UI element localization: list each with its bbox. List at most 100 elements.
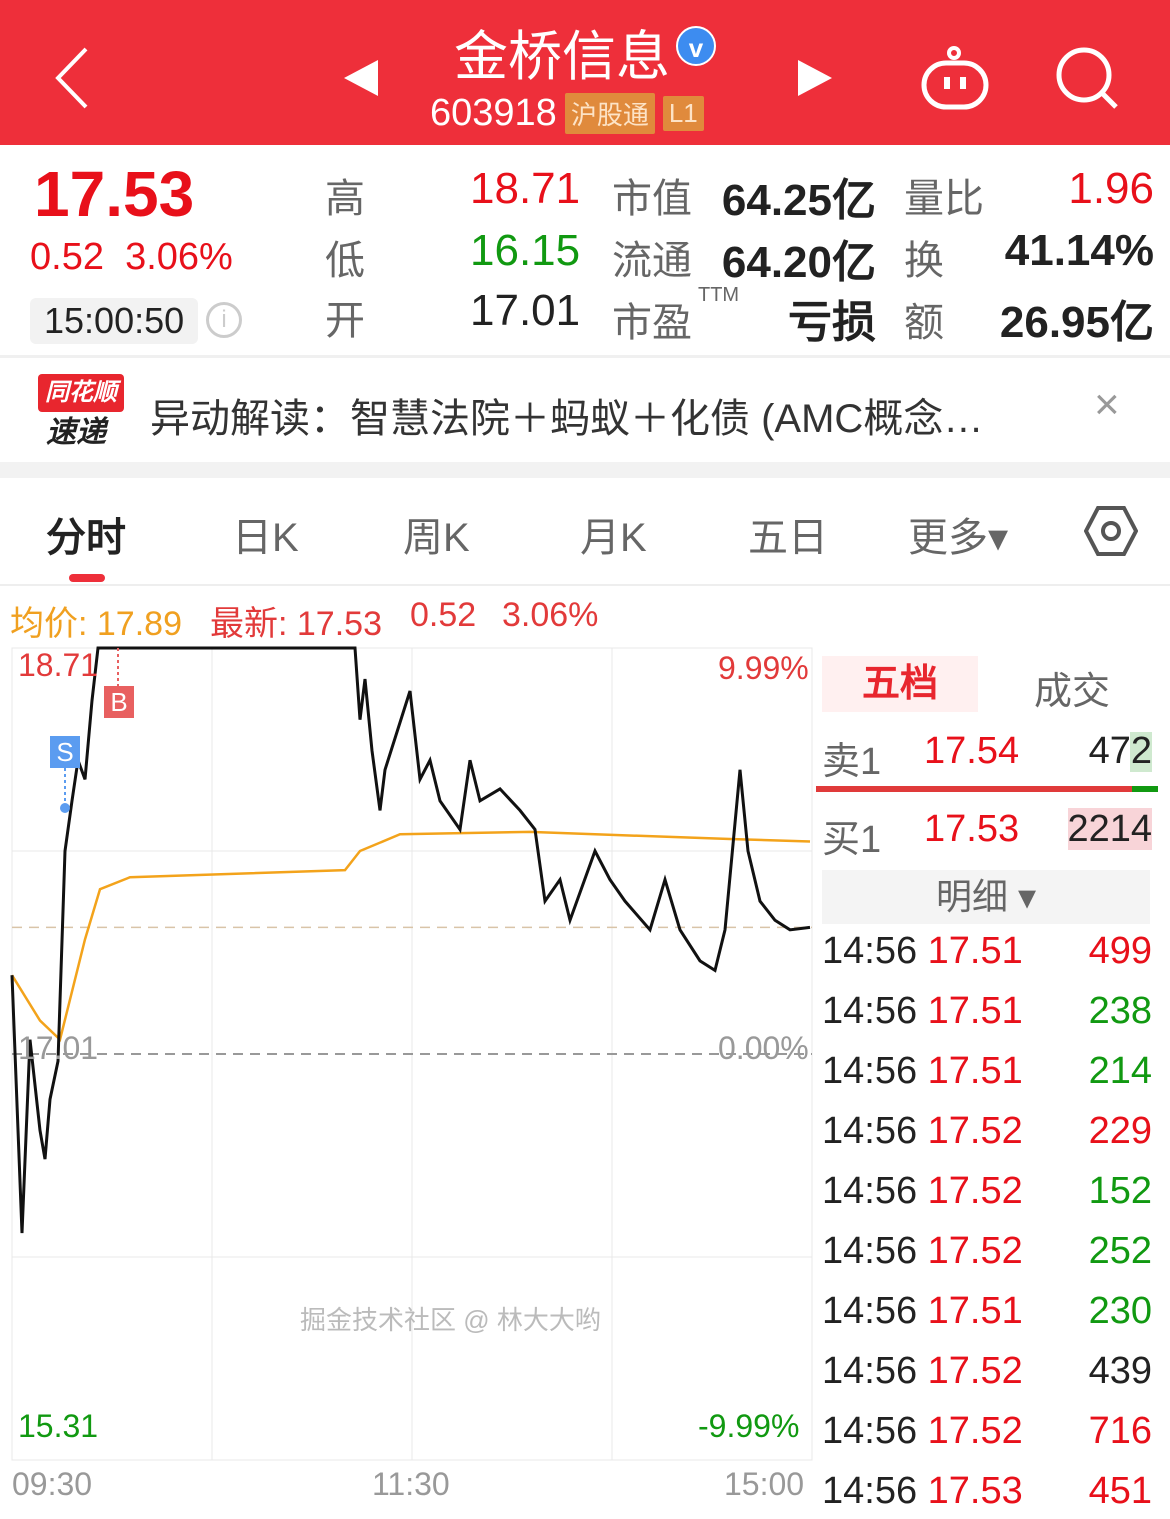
x-tick-1130: 11:30 — [372, 1466, 450, 1502]
label-amount: 额 — [904, 301, 944, 345]
tag-hgt: 沪股通 — [564, 93, 655, 134]
trade-tick-row: 14:56 17.51 499 — [822, 930, 1152, 973]
label-low: 低 — [325, 239, 365, 283]
close-icon[interactable]: × — [1094, 380, 1120, 429]
hexagon-settings-icon[interactable] — [1084, 504, 1138, 558]
trade-tick-row: 14:56 17.51 214 — [822, 1050, 1152, 1093]
label-market-cap: 市值 — [612, 177, 692, 221]
label-pe: 市盈 — [612, 301, 692, 345]
label-open: 开 — [325, 299, 365, 343]
tab-monthly-k[interactable]: 月K — [580, 516, 647, 560]
trade-tick-row: 14:56 17.52 229 — [822, 1110, 1152, 1153]
avg-price-label: 均价: 17.89 — [10, 605, 182, 643]
tick-price: 17.51 — [927, 1290, 1023, 1332]
value-volume-ratio: 1.96 — [1068, 164, 1154, 213]
tab-five-levels[interactable]: 五档 — [822, 656, 978, 712]
watermark: 掘金技术社区 @ 林大大哟 — [300, 1305, 601, 1335]
chevron-left-icon[interactable] — [50, 45, 94, 111]
sell-marker[interactable]: S — [50, 736, 80, 768]
tick-price: 17.52 — [927, 1110, 1023, 1152]
value-high: 18.71 — [470, 164, 581, 213]
stock-code: 603918 — [430, 92, 557, 134]
tick-volume: 252 — [1088, 1230, 1152, 1272]
y-label-mid: 17.01 — [18, 1030, 99, 1066]
tab-five-day[interactable]: 五日 — [748, 516, 828, 560]
info-icon[interactable]: i — [206, 302, 242, 338]
news-logo-bottom: 速递 — [46, 416, 106, 449]
sell1-volume: 472 — [1088, 730, 1152, 772]
value-open: 17.01 — [470, 286, 581, 335]
trade-tick-row: 14:56 17.51 230 — [822, 1290, 1152, 1333]
tick-volume: 451 — [1088, 1470, 1152, 1512]
tick-time: 14:56 — [822, 1290, 918, 1332]
tick-volume: 229 — [1088, 1110, 1152, 1152]
trade-tick-row: 14:56 17.52 439 — [822, 1350, 1152, 1393]
sell1-label: 卖1 — [822, 741, 882, 783]
change-pct: 3.06% — [125, 236, 233, 278]
tick-time: 14:56 — [822, 1050, 918, 1092]
price-change: 0.52 3.06% — [30, 236, 233, 279]
trade-tick-row: 14:56 17.51 238 — [822, 990, 1152, 1033]
tick-volume: 238 — [1088, 990, 1152, 1032]
tick-volume: 214 — [1088, 1050, 1152, 1092]
sell1-volume-bar — [1130, 732, 1152, 772]
stock-code-row: 603918 沪股通 L1 — [430, 92, 704, 135]
trade-tick-row: 14:56 17.52 152 — [822, 1170, 1152, 1213]
tick-price: 17.52 — [927, 1230, 1023, 1272]
quote-time: 15:00:50 — [30, 298, 199, 344]
triangle-left-icon[interactable] — [342, 58, 380, 98]
news-text[interactable]: 异动解读：智慧法院＋蚂蚁＋化债 (AMC概念… — [150, 397, 984, 441]
news-logo-top: 同花顺 — [38, 374, 124, 412]
header-bar: 金桥信息 v 603918 沪股通 L1 — [0, 0, 1170, 145]
tick-time: 14:56 — [822, 1470, 918, 1512]
tick-price: 17.52 — [927, 1350, 1023, 1392]
current-price: 17.53 — [34, 158, 195, 230]
tick-time: 14:56 — [822, 1350, 918, 1392]
buy1-volume-bar — [1068, 808, 1152, 850]
buy-sell-ratio-bar-sell — [1132, 786, 1158, 792]
sell1-price: 17.54 — [924, 730, 1020, 772]
tick-volume: 439 — [1088, 1350, 1152, 1392]
buy1-price: 17.53 — [924, 808, 1020, 850]
label-high: 高 — [325, 177, 365, 221]
detail-toggle[interactable]: 明细 ▾ — [822, 870, 1150, 924]
tick-price: 17.51 — [927, 1050, 1023, 1092]
y-label-bottom-pct: -9.99% — [698, 1408, 800, 1444]
value-amount: 26.95亿 — [999, 298, 1154, 347]
buy-sell-ratio-bar — [816, 786, 1132, 792]
value-float-cap: 64.20亿 — [721, 238, 876, 287]
tab-more[interactable]: 更多▾ — [908, 516, 1009, 560]
tab-daily-k[interactable]: 日K — [232, 516, 299, 560]
news-banner[interactable]: 同花顺 速递 异动解读：智慧法院＋蚂蚁＋化债 (AMC概念… × — [0, 358, 1170, 462]
change-value: 0.52 — [30, 236, 104, 278]
price-line — [10, 646, 811, 1234]
trade-tick-row: 14:56 17.52 716 — [822, 1410, 1152, 1453]
label-turnover: 换 — [904, 239, 944, 283]
tag-l1: L1 — [662, 96, 704, 131]
tab-intraday[interactable]: 分时 — [46, 516, 126, 560]
tab-weekly-k[interactable]: 周K — [403, 516, 470, 560]
x-tick-1500: 15:00 — [724, 1466, 805, 1502]
triangle-right-icon[interactable] — [796, 58, 834, 98]
tick-volume: 230 — [1088, 1290, 1152, 1332]
stock-title: 金桥信息 v — [0, 12, 1170, 91]
trade-tick-row: 14:56 17.52 252 — [822, 1230, 1152, 1273]
intraday-chart[interactable] — [0, 640, 815, 1519]
trade-tick-row: 14:56 17.53 451 — [822, 1470, 1152, 1513]
buy1-label: 买1 — [822, 819, 882, 861]
label-volume-ratio: 量比 — [904, 177, 984, 221]
tick-time: 14:56 — [822, 1170, 918, 1212]
buy-marker[interactable]: B — [104, 686, 134, 718]
value-low: 16.15 — [470, 226, 581, 275]
tick-time: 14:56 — [822, 990, 918, 1032]
tab-trades[interactable]: 成交 — [1034, 671, 1111, 713]
divider — [0, 584, 1170, 586]
value-market-cap: 64.25亿 — [721, 176, 876, 225]
y-label-top-pct: 9.99% — [718, 650, 809, 686]
tick-price: 17.52 — [927, 1410, 1023, 1452]
label-float-cap: 流通 — [612, 239, 692, 283]
search-icon[interactable] — [1052, 45, 1122, 111]
tick-price: 17.51 — [927, 990, 1023, 1032]
robot-icon[interactable] — [918, 45, 994, 111]
latest-change: 0.52 — [410, 596, 477, 634]
